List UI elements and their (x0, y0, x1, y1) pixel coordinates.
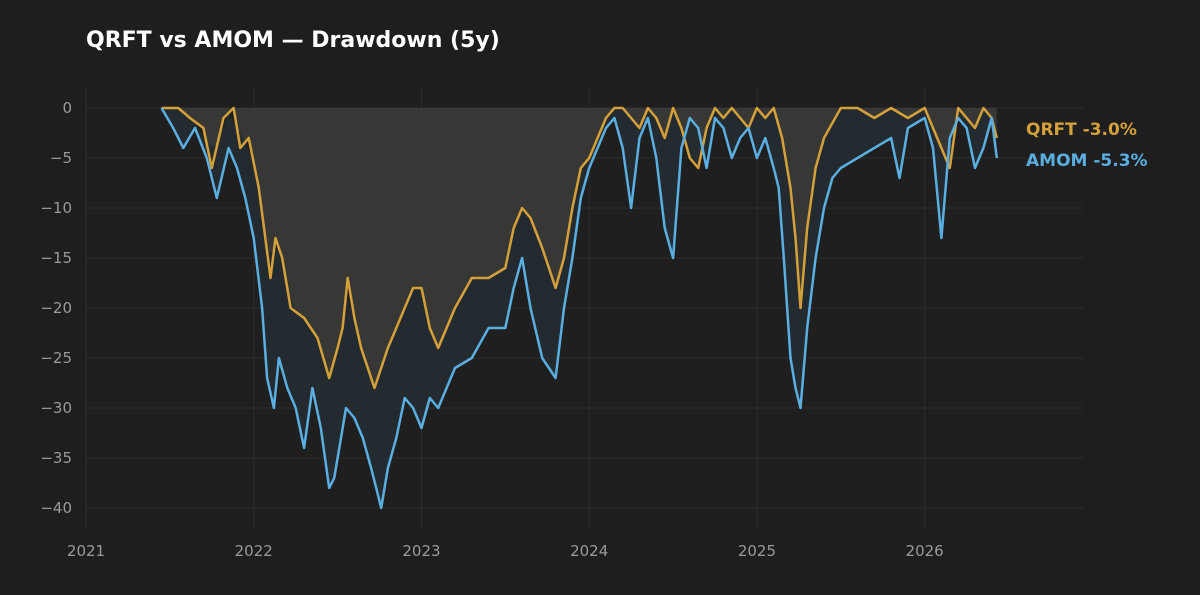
legend-qrft: QRFT -3.0% (1026, 120, 1137, 140)
x-tick-label: 2026 (906, 542, 944, 560)
x-tick-label: 2024 (570, 542, 608, 560)
chart-title: QRFT vs AMOM — Drawdown (5y) (86, 28, 500, 53)
x-tick-label: 2022 (235, 542, 273, 560)
y-tick-label: −5 (50, 149, 72, 167)
axis-ticks: 0 −5 −10 −15 −20 −25 −30 −35 −40 2021 2022 2023 2024… (40, 99, 943, 560)
qrft-area (161, 108, 997, 388)
drawdown-fill (161, 108, 997, 508)
series-lines (160, 106, 999, 510)
x-tick-label: 2023 (402, 542, 440, 560)
amom-line (160, 107, 999, 510)
y-tick-label: 0 (62, 99, 72, 117)
y-tick-label: −20 (40, 299, 72, 317)
x-tick-label: 2021 (67, 542, 105, 560)
legend: QRFT -3.0% AMOM -5.3% (1026, 120, 1148, 171)
gap-area (161, 108, 997, 508)
y-tick-label: −40 (40, 499, 72, 517)
x-tick-label: 2025 (738, 542, 776, 560)
y-tick-label: −10 (40, 199, 72, 217)
y-tick-label: −15 (40, 249, 72, 267)
legend-amom: AMOM -5.3% (1026, 151, 1148, 171)
y-tick-label: −25 (40, 349, 72, 367)
y-tick-label: −30 (40, 399, 72, 417)
y-tick-label: −35 (40, 449, 72, 467)
qrft-line (161, 106, 999, 390)
